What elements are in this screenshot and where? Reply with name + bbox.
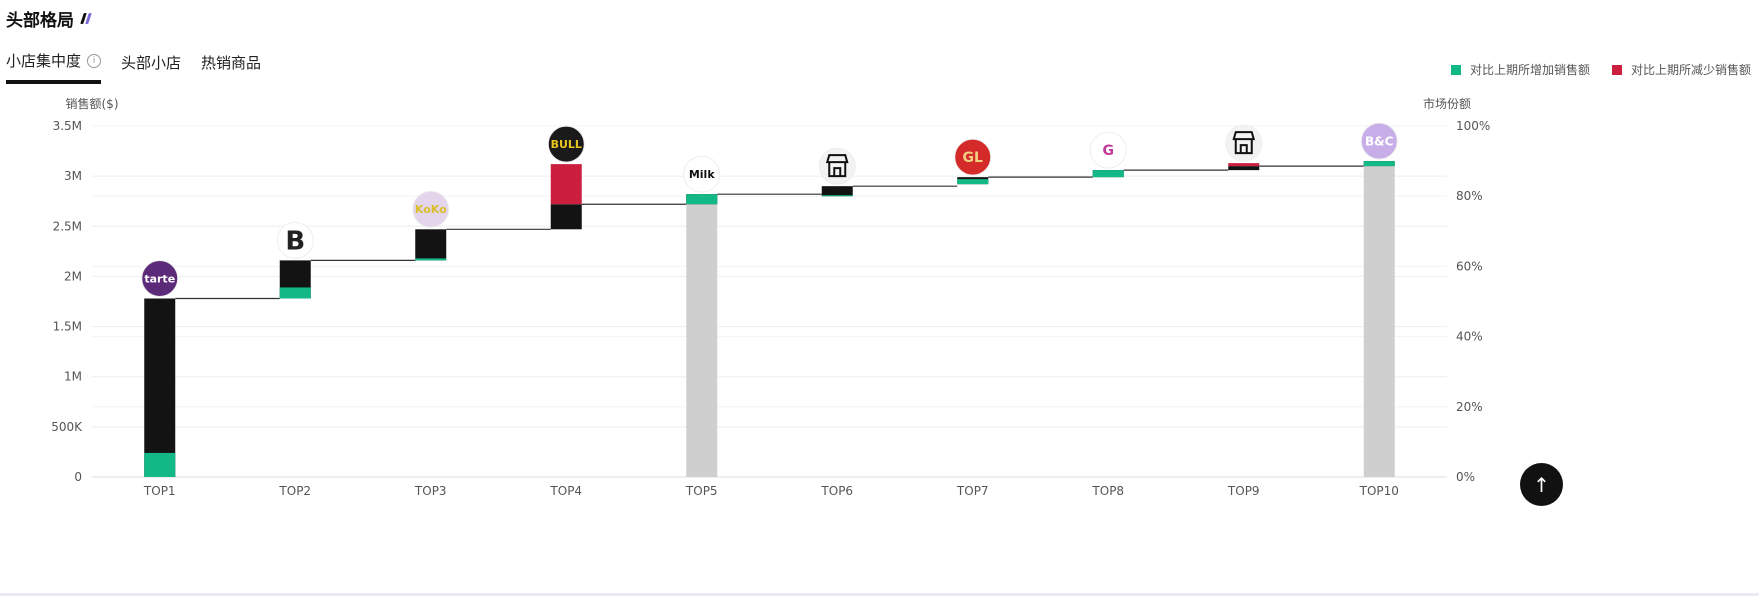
store-logo: GL (954, 138, 992, 176)
legend-swatch-decrease (1611, 64, 1622, 75)
sales-bar (415, 229, 447, 261)
y2-tick-label: 0% (1456, 470, 1475, 484)
store-logo (818, 147, 856, 185)
logo-circle (818, 147, 856, 185)
x-tick-label: TOP1 (143, 484, 176, 498)
store-logo: BULL (547, 125, 585, 163)
logo-text: G (1103, 143, 1115, 159)
increase-bar (1092, 170, 1124, 178)
y-tick-label: 500K (51, 420, 83, 434)
tab-label: 小店集中度 (6, 52, 82, 70)
store-icon (825, 154, 849, 178)
decrease-bar (550, 164, 582, 205)
logo-circle (1360, 122, 1398, 160)
tab-label: 头部小店 (121, 54, 182, 72)
y-tick-label: 2.5M (53, 219, 82, 233)
tab-top-stores[interactable]: 头部小店 (121, 50, 181, 84)
logo-text: B (285, 226, 305, 256)
increase-bar (686, 194, 718, 205)
legend-label: 对比上期所增加销售额 (1469, 63, 1590, 77)
tab-store-concentration[interactable]: 小店集中度 i (6, 50, 102, 84)
legend-label: 对比上期所减少销售额 (1630, 63, 1751, 77)
section-title-text: 头部格局 (6, 11, 74, 31)
increase-bar (821, 195, 853, 197)
y2-tick-label: 60% (1456, 259, 1483, 273)
y-tick-label: 3M (64, 169, 82, 183)
x-tick-label: TOP10 (1359, 484, 1399, 498)
x-tick-label: TOP6 (820, 484, 853, 498)
info-icon[interactable]: i (87, 53, 102, 68)
divider (0, 593, 1759, 596)
base-bar (686, 204, 718, 478)
sales-bar (821, 186, 853, 197)
sales-bar (550, 204, 582, 230)
y2-tick-label: 40% (1456, 330, 1483, 344)
y-tick-label: 2M (64, 269, 82, 283)
increase-bar (957, 179, 989, 185)
tab-hot-products[interactable]: 热销商品 (201, 50, 261, 84)
arrow-up-icon: ↑ (1533, 472, 1550, 497)
x-tick-label: TOP8 (1091, 484, 1124, 498)
logo-circle (683, 155, 721, 193)
logo-text: B&C (1365, 134, 1394, 148)
decrease-bar (1228, 163, 1260, 167)
logo-circle (954, 138, 992, 176)
increase-bar (1363, 161, 1395, 167)
tab-label: 热销商品 (201, 54, 262, 72)
sales-bar (1228, 166, 1260, 171)
tab-bar: 小店集中度 i 头部小店 热销商品 (6, 50, 261, 84)
y2-tick-label: 80% (1456, 189, 1483, 203)
y-tick-label: 1M (64, 370, 82, 384)
x-tick-label: TOP7 (956, 484, 989, 498)
logo-circle (412, 190, 450, 228)
legend-item-increase[interactable]: 对比上期所增加销售额 (1450, 61, 1590, 78)
y2-tick-label: 100% (1456, 119, 1490, 133)
y-tick-label: 0 (74, 470, 82, 484)
store-logo: KoKo (412, 190, 450, 228)
y2-tick-label: 20% (1456, 400, 1483, 414)
store-logo: G (1089, 131, 1127, 169)
logo-circle (1089, 131, 1127, 169)
x-tick-label: TOP2 (278, 484, 311, 498)
store-logo: tarte (141, 259, 179, 297)
y-tick-label: 3.5M (53, 119, 82, 133)
logo-text: KoKo (415, 203, 447, 216)
logo-text: tarte (144, 272, 175, 285)
chart-legend: 对比上期所增加销售额 对比上期所减少销售额 (1450, 61, 1751, 78)
logo-text: BULL (551, 138, 582, 151)
logo-circle (141, 259, 179, 297)
legend-swatch-increase (1450, 64, 1461, 75)
y2-axis-title: 市场份额 (1423, 96, 1471, 111)
logo-circle (1225, 124, 1263, 162)
increase-bar (279, 287, 311, 299)
logo-circle (276, 221, 314, 259)
legend-item-decrease[interactable]: 对比上期所减少销售额 (1611, 61, 1751, 78)
y-axis-title: 销售额($) (66, 96, 119, 111)
logo-circle (547, 125, 585, 163)
sales-bar (144, 298, 176, 477)
increase-bar (144, 452, 176, 477)
x-tick-label: TOP5 (685, 484, 718, 498)
store-logo: Milk (683, 155, 721, 193)
x-tick-label: TOP4 (549, 484, 582, 498)
y-tick-label: 1.5M (53, 320, 82, 334)
back-to-top-button[interactable]: ↑ (1520, 463, 1563, 506)
store-logo (1225, 124, 1263, 162)
x-tick-label: TOP9 (1227, 484, 1260, 498)
logo-text: GL (963, 150, 983, 166)
logo-text: Milk (689, 168, 715, 181)
increase-bar (415, 258, 447, 261)
store-icon (1232, 131, 1256, 155)
section-title: 头部格局 (6, 6, 92, 31)
store-logo: B (276, 221, 314, 259)
store-logo: B&C (1360, 122, 1398, 160)
x-tick-label: TOP3 (414, 484, 447, 498)
base-bar (1363, 166, 1395, 477)
